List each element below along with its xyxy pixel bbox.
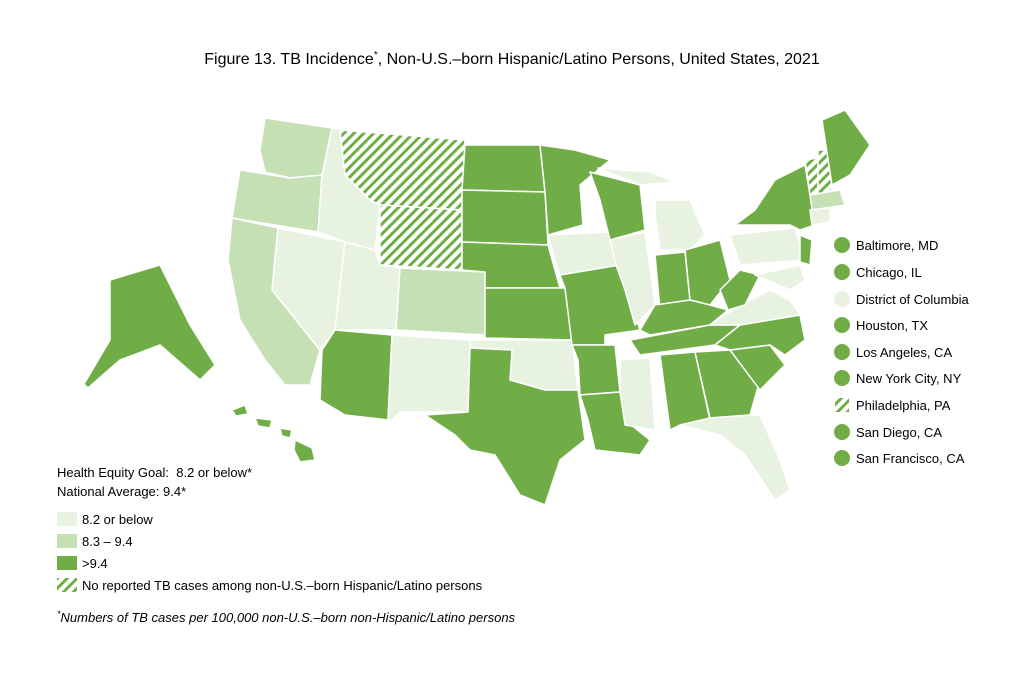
- city-dot: [834, 291, 850, 307]
- city-dot: [834, 370, 850, 386]
- state: [484, 287, 573, 341]
- state: [809, 207, 831, 226]
- state: [589, 171, 646, 241]
- city-dot: [834, 450, 850, 466]
- city-label: Baltimore, MD: [856, 238, 938, 253]
- city-label: San Francisco, CA: [856, 451, 965, 466]
- state: [639, 299, 729, 336]
- state: [231, 404, 249, 417]
- city-label: San Diego, CA: [856, 425, 942, 440]
- city-dot: [834, 264, 850, 280]
- state: [254, 417, 273, 429]
- legend-label: 8.2 or below: [82, 512, 153, 527]
- city-dot: [834, 317, 850, 333]
- state: [729, 227, 806, 266]
- state: [571, 344, 621, 396]
- state: [679, 414, 791, 501]
- city-label: District of Columbia: [856, 292, 969, 307]
- city-label: Philadelphia, PA: [856, 398, 951, 413]
- state: [293, 439, 316, 463]
- state: [799, 234, 813, 266]
- state: [734, 164, 816, 231]
- city-list: Baltimore, MD Chicago, IL District of Co…: [834, 237, 969, 466]
- state: [461, 144, 546, 193]
- state: [597, 167, 676, 186]
- legend-label: No reported TB cases among non-U.S.–born…: [82, 578, 483, 593]
- city-label: Los Angeles, CA: [856, 345, 952, 360]
- state: [259, 117, 333, 179]
- title-mark: *: [374, 50, 378, 61]
- legend-label: 8.3 – 9.4: [82, 534, 133, 549]
- city-dot: [835, 398, 849, 412]
- state: [319, 329, 393, 421]
- footnote-mark: *: [57, 609, 61, 619]
- state: [279, 427, 293, 439]
- legend-swatch: [57, 512, 77, 526]
- state: [424, 347, 586, 506]
- city-dot: [834, 237, 850, 253]
- state: [83, 264, 216, 389]
- state: [379, 204, 463, 271]
- goal-note: Health Equity Goal: 8.2 or below*: [57, 465, 252, 480]
- state: [539, 144, 611, 236]
- state: [271, 227, 346, 351]
- title: Figure 13. TB Incidence*, Non-U.S.–born …: [204, 50, 820, 68]
- title-lead: Figure 13. TB Incidence: [204, 51, 374, 68]
- footnote: *Numbers of TB cases per 100,000 non-U.S…: [57, 609, 516, 625]
- state: [821, 109, 871, 186]
- state: [654, 199, 706, 251]
- state: [684, 239, 731, 306]
- footnote-text: Numbers of TB cases per 100,000 non-U.S.…: [61, 610, 516, 625]
- state: [619, 357, 656, 431]
- city-dot: [834, 424, 850, 440]
- state: [754, 264, 806, 291]
- title-rest: , Non-U.S.–born Hispanic/Latino Persons,…: [378, 51, 820, 68]
- city-label: Houston, TX: [856, 318, 928, 333]
- state: [395, 267, 486, 336]
- city-dot: [834, 344, 850, 360]
- legend-swatch: [57, 578, 77, 592]
- legend-label: >9.4: [82, 556, 108, 571]
- state: [387, 334, 471, 421]
- state: [609, 231, 656, 326]
- average-note: National Average: 9.4*: [57, 484, 186, 499]
- legend-swatch: [57, 534, 77, 548]
- city-label: New York City, NY: [856, 371, 962, 386]
- legend-swatch: [57, 556, 77, 570]
- us-map: [83, 109, 871, 506]
- legend: 8.2 or below 8.3 – 9.4 >9.4 No reported …: [57, 512, 483, 593]
- city-label: Chicago, IL: [856, 265, 922, 280]
- state: [461, 189, 549, 246]
- state: [719, 269, 761, 311]
- state: [809, 189, 846, 211]
